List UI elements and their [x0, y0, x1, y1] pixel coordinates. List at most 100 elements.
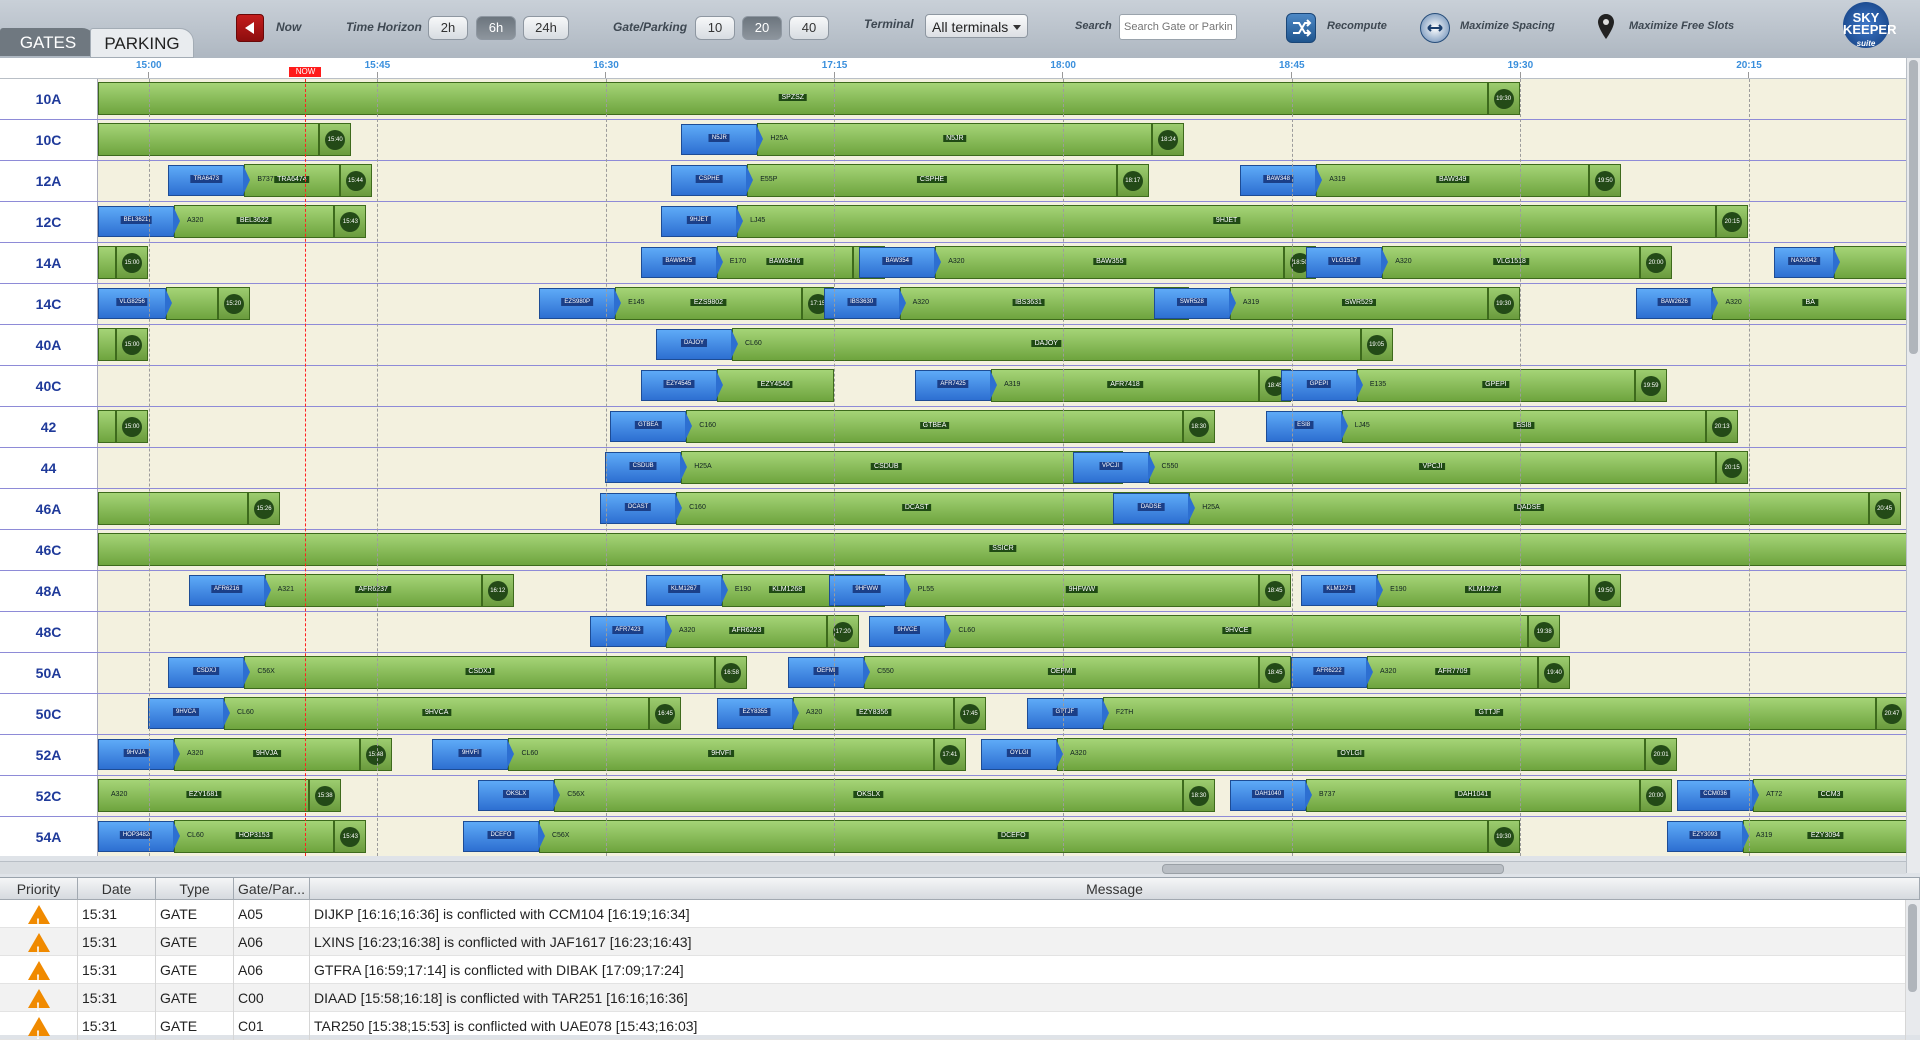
ground-time-bar[interactable]: CL60 9HVCE [945, 615, 1529, 648]
flight-turn[interactable]: A321 AFR6237 AFR6216 16:12 [188, 574, 514, 607]
flight-turn[interactable]: A320 BA BAW2626 [1636, 287, 1906, 320]
flight-turn[interactable]: NAX3042 [1773, 246, 1906, 279]
ground-time-bar[interactable]: LJ45 ESI8 [1341, 410, 1707, 443]
ground-time-bar[interactable]: H25A DADSE [1189, 492, 1869, 525]
vertical-scrollbar[interactable] [1906, 58, 1920, 873]
flight-turn[interactable]: C160 GTBEA GTBEA 18:30 [610, 410, 1215, 443]
flight-turn[interactable]: A320IBS3631IBS363018:25 [823, 287, 1190, 320]
arrival-flight-block[interactable]: KLM1267 [645, 575, 722, 606]
gate-label[interactable]: 52A [0, 735, 98, 775]
ground-time-bar[interactable] [166, 287, 218, 320]
flight-turn[interactable]: B737 DAH1041 DAH1040 20:00 [1230, 779, 1672, 812]
flight-turn[interactable]: A320 EZY8356 EZY8355 17:45 [716, 697, 987, 730]
arrival-flight-block[interactable]: OYLGI [981, 739, 1058, 770]
ground-time-bar[interactable] [98, 328, 116, 361]
flight-turn[interactable]: C56X DCEFO DCEFO 19:30 [462, 820, 1520, 853]
gate-label[interactable]: 44 [0, 448, 98, 488]
flight-turn[interactable]: E190 KLM1272 KLM1271 19:50 [1301, 574, 1622, 607]
gate-parking-10-button[interactable]: 10 [695, 16, 735, 40]
arrival-flight-block[interactable]: DADSE [1113, 493, 1190, 524]
flight-turn[interactable]: C56X OKSLX OKSLX 18:30 [478, 779, 1215, 812]
gate-label[interactable]: 40A [0, 325, 98, 365]
ground-time-bar[interactable]: C160 DCAST [676, 492, 1158, 525]
column-header-message[interactable]: Message [310, 878, 1920, 900]
gate-label[interactable]: 48C [0, 612, 98, 652]
horizontal-scrollbar[interactable] [0, 861, 1906, 874]
arrival-flight-block[interactable]: BAW348 [1240, 165, 1317, 196]
gate-parking-40-button[interactable]: 40 [789, 16, 829, 40]
gate-label[interactable]: 46C [0, 530, 98, 570]
search-input[interactable] [1119, 14, 1237, 40]
ground-time-bar[interactable]: E55P CSPHE [747, 164, 1117, 197]
flight-turn[interactable]: 15:26 [98, 492, 281, 525]
gate-parking-20-button[interactable]: 20 [742, 16, 782, 40]
flight-turn[interactable]: A320 OYLGI OYLGI 20:01 [981, 738, 1678, 771]
ground-time-bar[interactable]: CL60 9HVCA [224, 697, 650, 730]
maximize-spacing-label[interactable]: Maximize Spacing [1460, 20, 1555, 32]
ground-time-bar[interactable]: CL60 DAJOY [732, 328, 1361, 361]
arrival-flight-block[interactable]: OEFMI [788, 657, 865, 688]
gate-label[interactable]: 54A [0, 817, 98, 856]
tab-parking[interactable]: PARKING [90, 28, 194, 58]
flight-turn[interactable]: E55P CSPHE CSPHE 18:17 [671, 164, 1149, 197]
ground-time-bar[interactable] [1834, 246, 1906, 279]
gate-label[interactable]: 42 [0, 407, 98, 447]
arrival-flight-block[interactable]: DAJOY [656, 329, 732, 360]
arrival-flight-block[interactable]: EZY3093 [1666, 821, 1743, 852]
flight-turn[interactable]: CL60 HOP3153 HOP3482 15:43 [98, 820, 367, 853]
flight-turn[interactable]: A319 EZY3094 EZY3093 [1666, 820, 1906, 853]
arrival-flight-block[interactable]: BEL3621 [98, 206, 174, 237]
arrival-flight-block[interactable]: 9HJET [661, 206, 738, 237]
column-header-date[interactable]: Date [78, 878, 156, 900]
ground-time-bar[interactable]: A320 VLG1518 [1382, 246, 1640, 279]
flight-turn[interactable]: 15:00 [98, 410, 148, 443]
ground-time-bar[interactable]: E145 EZS9802 [615, 287, 802, 320]
flight-turn[interactable]: A320 EZY1681 15:38 [98, 779, 342, 812]
now-button[interactable] [236, 14, 264, 42]
flight-turn[interactable]: PL55 9HFWW 9HFWW 18:45 [828, 574, 1291, 607]
gate-label[interactable]: 50C [0, 694, 98, 734]
arrival-flight-block[interactable]: NAX3042 [1773, 247, 1835, 278]
ground-time-bar[interactable]: A320 BA [1712, 287, 1906, 320]
ground-time-bar[interactable]: H25A N5JR [757, 123, 1153, 156]
horizontal-scrollbar-thumb[interactable] [1162, 864, 1504, 874]
ground-time-bar[interactable]: E135 GPEPI [1356, 369, 1635, 402]
ground-time-bar[interactable]: SSICR [98, 533, 1906, 566]
ground-time-bar[interactable] [98, 123, 320, 156]
arrival-flight-block[interactable]: EZY8355 [716, 698, 793, 729]
map-pin-icon[interactable] [1596, 13, 1616, 41]
flight-turn[interactable]: CL60 9HVCA 9HVCA 16:45 [148, 697, 682, 730]
tab-gates[interactable]: GATES [0, 28, 96, 56]
ground-time-bar[interactable]: A320 BAW355 [935, 246, 1285, 279]
ground-time-bar[interactable]: C56X CSDXJ [244, 656, 716, 689]
ground-time-bar[interactable]: A320 AFR7709 [1367, 656, 1539, 689]
arrival-flight-block[interactable]: BAW354 [859, 247, 936, 278]
flight-turn[interactable]: SPZSZ 19:30 [98, 82, 1520, 115]
message-scrollbar[interactable] [1906, 900, 1920, 1035]
flight-turn[interactable]: A320 9HVJA 9HVJA 15:48 [98, 738, 392, 771]
flight-turn[interactable]: 15:00 [98, 328, 148, 361]
ground-time-bar[interactable]: C160 GTBEA [686, 410, 1183, 443]
arrival-flight-block[interactable]: EZY4545 [640, 370, 717, 401]
flight-turn[interactable]: H25A N5JR N5JR 18:24 [681, 123, 1185, 156]
arrival-flight-block[interactable]: VPCJI [1072, 452, 1149, 483]
ground-time-bar[interactable]: AT72 CCM3 [1753, 779, 1906, 812]
arrival-flight-block[interactable]: N5JR [681, 124, 758, 155]
arrival-flight-block[interactable]: TRA6473 [168, 165, 245, 196]
flight-turn[interactable]: C160DCASTDCAST18:25 [600, 492, 1190, 525]
flight-turn[interactable]: EZY4546 EZY4545 [640, 369, 834, 402]
flight-turn[interactable]: A319 SWR529 SWR528 19:30 [1153, 287, 1520, 320]
arrival-flight-block[interactable]: 9HVJA [98, 739, 174, 770]
arrival-flight-block[interactable]: KLM1271 [1301, 575, 1378, 606]
arrival-flight-block[interactable]: EZS980P [539, 288, 616, 319]
arrival-flight-block[interactable]: CSPHE [671, 165, 748, 196]
ground-time-bar[interactable]: SPZSZ [98, 82, 1488, 115]
arrival-flight-block[interactable]: CCM036 [1677, 780, 1754, 811]
column-header-gate[interactable]: Gate/Par... [234, 878, 310, 900]
ground-time-bar[interactable]: LJ45 9HJET [737, 205, 1717, 238]
flight-turn[interactable]: E135 GPEPI GPEPI 19:59 [1280, 369, 1667, 402]
arrival-flight-block[interactable]: OKSLX [478, 780, 555, 811]
